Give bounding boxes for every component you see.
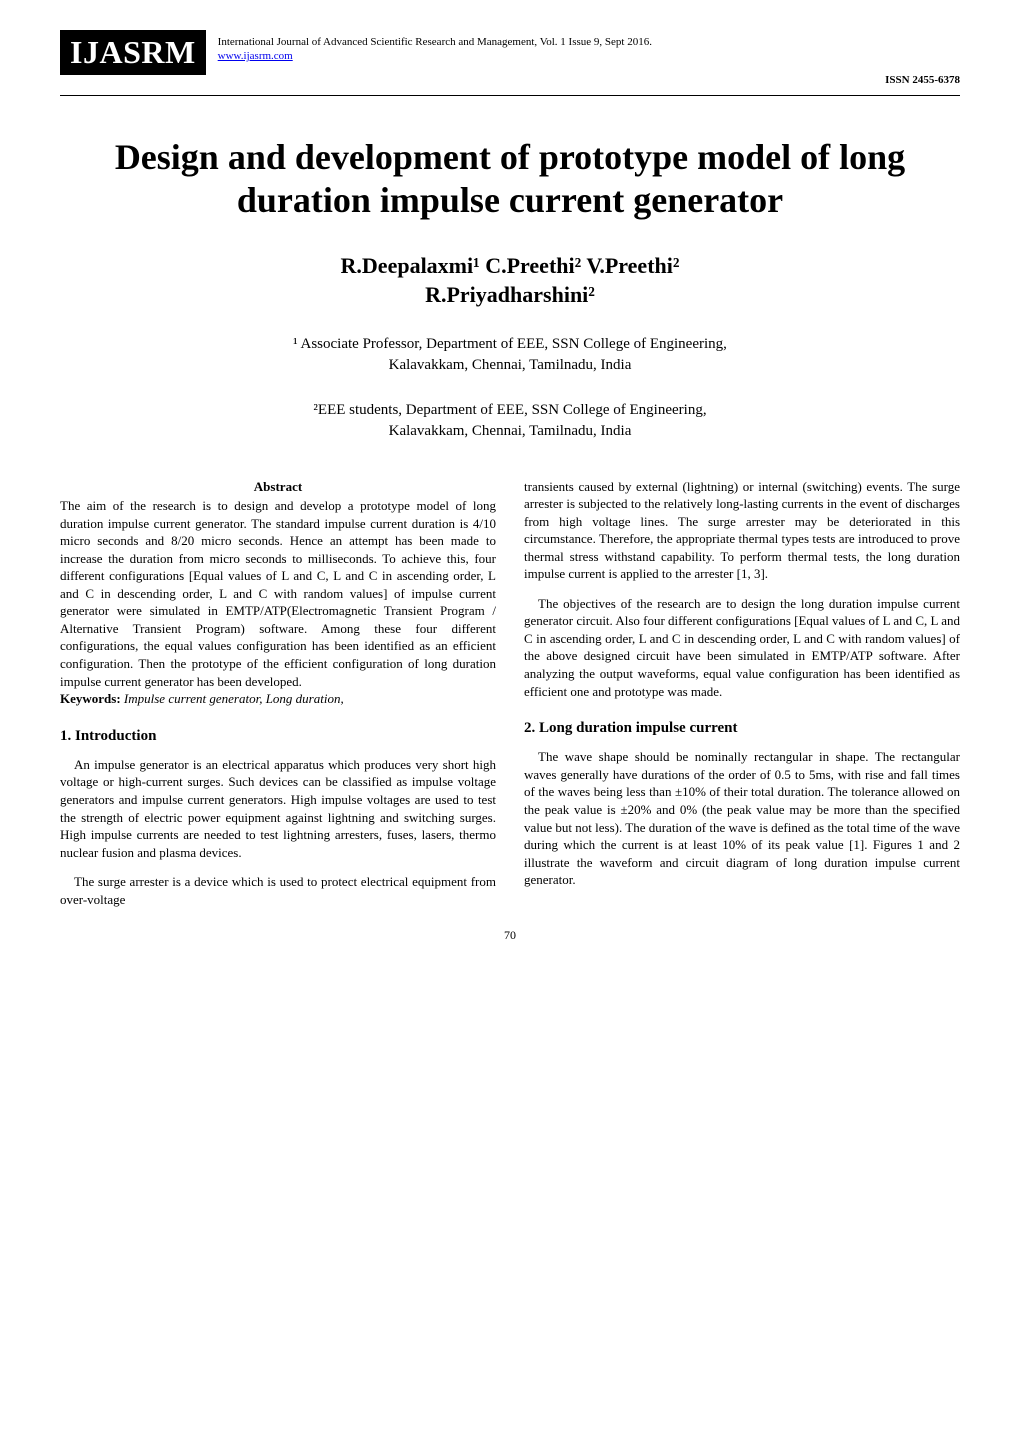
page-header: IJASRM International Journal of Advanced… bbox=[60, 30, 960, 75]
issn-label: ISSN 2455-6378 bbox=[885, 74, 960, 86]
affiliation-2: ²EEE students, Department of EEE, SSN Co… bbox=[60, 400, 960, 442]
section-2-heading: 2. Long duration impulse current bbox=[524, 718, 960, 738]
left-column: Abstract The aim of the research is to d… bbox=[60, 478, 496, 909]
section-1-para-4: The objectives of the research are to de… bbox=[524, 595, 960, 700]
section-1-para-1: An impulse generator is an electrical ap… bbox=[60, 756, 496, 861]
affiliation-1-line-1: ¹ Associate Professor, Department of EEE… bbox=[60, 334, 960, 355]
authors-line-1: R.Deepalaxmi¹ C.Preethi² V.Preethi² bbox=[60, 252, 960, 281]
two-column-body: Abstract The aim of the research is to d… bbox=[60, 478, 960, 909]
header-meta: International Journal of Advanced Scient… bbox=[206, 30, 652, 62]
affiliation-2-line-2: Kalavakkam, Chennai, Tamilnadu, India bbox=[60, 421, 960, 442]
journal-logo: IJASRM bbox=[60, 30, 206, 75]
right-column: transients caused by external (lightning… bbox=[524, 478, 960, 909]
authors-block: R.Deepalaxmi¹ C.Preethi² V.Preethi² R.Pr… bbox=[60, 252, 960, 309]
journal-url-link[interactable]: www.ijasrm.com bbox=[218, 50, 652, 62]
journal-line: International Journal of Advanced Scient… bbox=[218, 36, 652, 48]
keywords-label: Keywords: bbox=[60, 691, 121, 706]
section-1-para-3: transients caused by external (lightning… bbox=[524, 478, 960, 583]
section-2-para-1: The wave shape should be nominally recta… bbox=[524, 748, 960, 888]
keywords-line: Keywords: Impulse current generator, Lon… bbox=[60, 690, 496, 708]
affiliation-2-line-1: ²EEE students, Department of EEE, SSN Co… bbox=[60, 400, 960, 421]
header-divider bbox=[60, 95, 960, 96]
keywords-text: Impulse current generator, Long duration… bbox=[121, 691, 344, 706]
page-number: 70 bbox=[60, 928, 960, 943]
section-1-para-2: The surge arrester is a device which is … bbox=[60, 873, 496, 908]
affiliation-1: ¹ Associate Professor, Department of EEE… bbox=[60, 334, 960, 376]
authors-line-2: R.Priyadharshini² bbox=[60, 281, 960, 310]
section-1-heading: 1. Introduction bbox=[60, 726, 496, 746]
abstract-text: The aim of the research is to design and… bbox=[60, 497, 496, 690]
abstract-heading: Abstract bbox=[60, 478, 496, 496]
affiliation-1-line-2: Kalavakkam, Chennai, Tamilnadu, India bbox=[60, 355, 960, 376]
paper-title: Design and development of prototype mode… bbox=[60, 136, 960, 222]
